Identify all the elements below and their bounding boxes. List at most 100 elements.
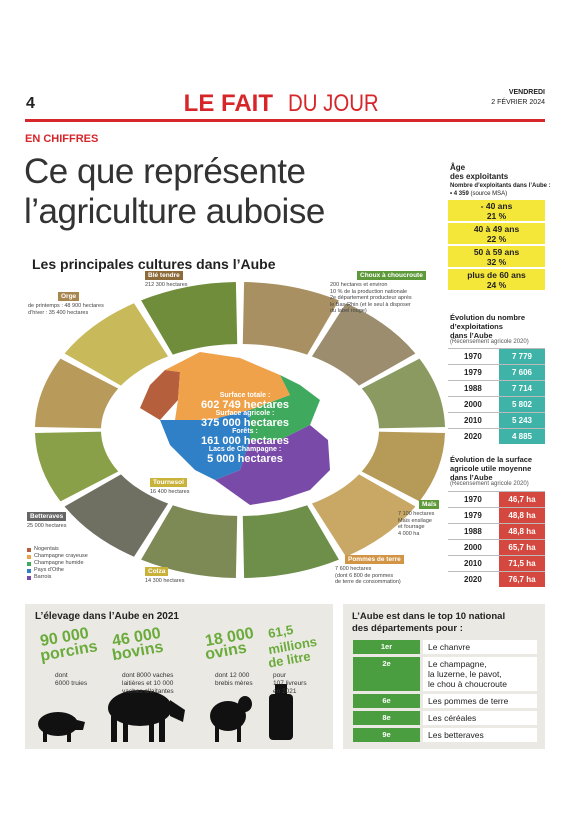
crop-detail: Maïs ensilage — [398, 517, 432, 524]
title-light: DU JOUR — [287, 90, 379, 117]
decor — [250, 375, 320, 440]
legend-label: Champagne humide — [34, 560, 84, 566]
table-row: 1979 48,8 ha — [448, 507, 545, 523]
top10-item: Les céréales — [428, 713, 477, 723]
year: 1970 — [464, 495, 482, 504]
decor — [35, 431, 122, 502]
legend-swatch — [27, 569, 31, 573]
legend-swatch — [27, 562, 31, 566]
livestock-detail: vaches allaitantes — [122, 688, 174, 695]
livestock-detail: en 2021 — [273, 688, 297, 695]
table-row: 2000 5 802 — [448, 396, 545, 412]
stat-label: Surface totale : — [219, 392, 271, 399]
value: 48,8 ha — [499, 524, 545, 539]
stat-value: 5 000 hectares — [207, 453, 283, 465]
stat-label: Lacs de Champagne : — [208, 446, 282, 453]
year: 1970 — [464, 352, 482, 361]
crop-name: Choux à choucroute — [357, 271, 426, 280]
year: 2000 — [464, 543, 482, 552]
age-subtitle: Nombre d’exploitants dans l’Aube : — [450, 183, 551, 189]
crop-detail: 25 000 hectares — [27, 523, 67, 529]
age-title-line: des exploitants — [450, 172, 509, 181]
title-line: dans l’Aube — [450, 473, 493, 482]
crop-detail: 212 300 hectares — [145, 282, 188, 288]
rank: 6e — [382, 696, 391, 705]
value: 5 802 — [499, 397, 545, 412]
livestock-detail: laitières et 10 000 — [122, 680, 174, 687]
year: 1979 — [464, 511, 482, 520]
decor — [165, 352, 290, 420]
item-box — [423, 640, 537, 654]
livestock-detail: dont 12 000 — [215, 672, 250, 679]
decor — [242, 282, 339, 359]
age-title-line: Âge — [450, 163, 466, 172]
title-line: des départements pour : — [352, 623, 463, 634]
title-bold: LE FAIT — [183, 90, 273, 117]
rank: 9e — [382, 730, 391, 739]
age-box — [448, 246, 545, 267]
table-row: 1979 7 606 — [448, 364, 545, 380]
item-box — [423, 657, 537, 691]
source: (source MSA) — [470, 191, 508, 197]
legend-swatch — [27, 548, 31, 552]
crop-name: Pommes de terre — [345, 555, 404, 564]
decor — [64, 472, 171, 557]
decor — [215, 425, 330, 505]
value: 7 779 — [499, 349, 545, 364]
crop-detail: (dont 6 800 de pommes — [335, 572, 394, 579]
crop-detail: 16 400 hectares — [150, 489, 190, 495]
stat-label: Surface agricole : — [215, 410, 275, 417]
header-rule — [25, 119, 545, 122]
title-line: Évolution du nombre — [450, 313, 525, 322]
rank-box — [353, 694, 420, 708]
title-line: L’Aube est dans le top 10 national — [352, 611, 506, 622]
livestock-title: L’élevage dans l’Aube en 2021 — [35, 611, 179, 622]
decor — [141, 501, 238, 578]
year: 1979 — [464, 368, 482, 377]
value: 7 606 — [499, 365, 545, 380]
age-title: Âge des exploitants — [450, 163, 508, 181]
crop-detail: du label rouge) — [330, 308, 367, 314]
total: • 4 359 — [450, 191, 469, 197]
value: 46,7 ha — [499, 492, 545, 507]
table-row: 1988 7 714 — [448, 380, 545, 396]
headline-line: Ce que représente — [24, 152, 306, 191]
top10-item: Les betteraves — [428, 730, 484, 740]
farms-title: Évolution du nombre d’exploitations dans… — [450, 313, 525, 340]
surface-source: (Recensement agricole 2020) — [450, 481, 529, 487]
legend-swatch — [27, 555, 31, 559]
crops-graphic — [35, 282, 445, 578]
rank-box — [353, 657, 420, 691]
page-number: 4 — [26, 95, 35, 112]
crop-name: Maïs — [419, 500, 440, 509]
value: 65,7 ha — [499, 540, 545, 555]
age-share: 21 % — [486, 211, 507, 221]
decor — [358, 358, 445, 429]
value: 71,5 ha — [499, 556, 545, 571]
year: 2010 — [464, 559, 482, 568]
surface-title: Évolution de la surface agricole utile m… — [450, 455, 532, 482]
farms-source: (Recensement agricole 2020) — [450, 339, 529, 345]
age-share: 24 % — [486, 280, 507, 290]
value: 7 714 — [499, 381, 545, 396]
title-line: dans l’Aube — [450, 331, 493, 340]
title-line: d’exploitations — [450, 322, 503, 331]
stat-value: 602 749 hectares — [200, 399, 290, 411]
year: 2000 — [464, 400, 482, 409]
age-share: 22 % — [486, 234, 507, 244]
legend-label: Champagne crayeuse — [34, 553, 88, 559]
age-range: plus de 60 ans — [467, 270, 526, 280]
top10-item: Le chanvre — [428, 642, 471, 652]
map-title: Les principales cultures dans l’Aube — [32, 256, 276, 272]
table-row: 2000 65,7 ha — [448, 539, 545, 555]
top10-item: Les pommes de terre — [428, 696, 509, 706]
top10-item: le chou à choucroute — [428, 679, 507, 689]
date: 2 FÉVRIER 2024 — [491, 99, 545, 106]
table-row: 2010 71,5 ha — [448, 555, 545, 571]
decor — [64, 303, 171, 388]
year: 2020 — [464, 575, 482, 584]
year: 1988 — [464, 384, 482, 393]
headline-line: l’agriculture auboise — [24, 192, 325, 231]
headline: Ce que représente l’agriculture auboise — [24, 152, 325, 232]
age-box — [448, 200, 545, 221]
